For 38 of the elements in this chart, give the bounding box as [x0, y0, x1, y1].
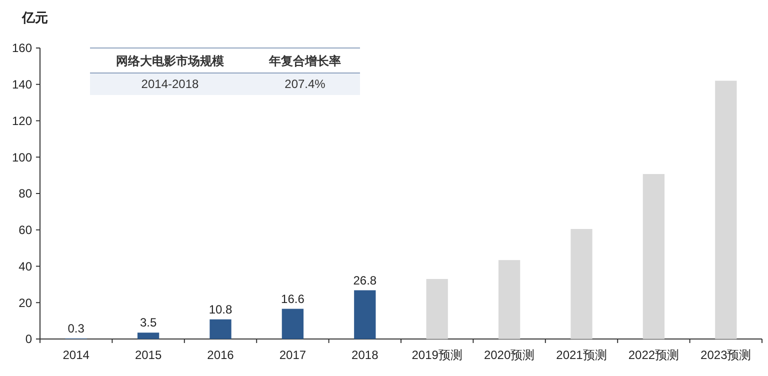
- y-axis-title: 亿元: [21, 10, 48, 25]
- y-tick-label: 80: [18, 186, 32, 201]
- y-tick-label: 0: [25, 332, 32, 346]
- x-tick-label: 2018: [352, 348, 379, 362]
- bar: [354, 290, 376, 339]
- y-tick-label: 120: [12, 114, 32, 128]
- bar: [137, 332, 160, 339]
- bar: [715, 80, 737, 339]
- y-tick-label: 40: [18, 259, 32, 274]
- y-tick-label: 160: [12, 41, 32, 56]
- x-tick-label: 2014: [62, 348, 90, 362]
- data-label: 16.6: [281, 292, 305, 306]
- annotation: 2014-2018: [141, 77, 200, 92]
- data-label: 0.3: [68, 321, 85, 336]
- data-label: 26.8: [353, 273, 377, 288]
- y-tick-label: 100: [12, 150, 32, 164]
- y-tick-label: 140: [12, 78, 32, 92]
- data-label: 10.8: [208, 302, 232, 316]
- x-tick-label: 2017: [279, 348, 306, 362]
- y-tick-label: 60: [18, 223, 32, 238]
- x-tick-label: 2019预测: [412, 348, 462, 362]
- bar: [210, 319, 232, 339]
- x-tick-label: 2016: [207, 348, 234, 362]
- annotation: 年复合增长率: [268, 54, 341, 68]
- bar: [570, 228, 592, 339]
- x-tick-label: 2022预测: [628, 348, 680, 362]
- annotation: 207.4%: [284, 77, 326, 92]
- bar: [426, 278, 448, 339]
- annotation: 网络大电影市场规模: [116, 54, 224, 68]
- bar: [642, 174, 665, 339]
- bar: [498, 260, 520, 339]
- x-tick-label: 2015: [134, 348, 162, 362]
- x-tick-label: 2021预测: [556, 348, 607, 362]
- bar: [282, 308, 304, 339]
- x-tick-label: 2023预测: [700, 348, 752, 362]
- x-tick-label: 2020预测: [484, 348, 535, 362]
- y-tick-label: 20: [18, 296, 32, 310]
- data-label: 3.5: [140, 316, 157, 330]
